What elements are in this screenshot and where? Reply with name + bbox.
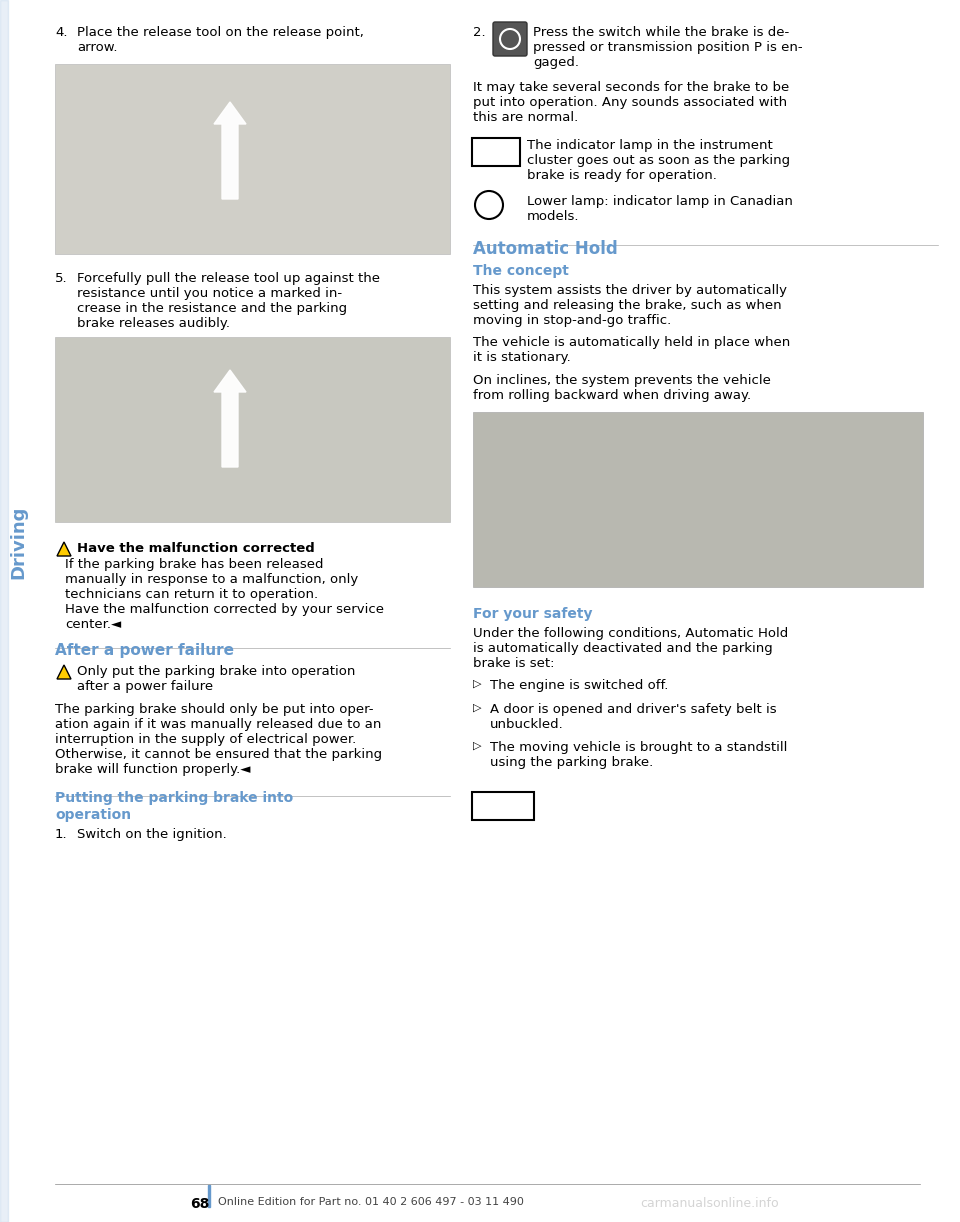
Bar xyxy=(208,1185,210,1207)
Text: It may take several seconds for the brake to be: It may take several seconds for the brak… xyxy=(473,81,789,94)
Text: Have the malfunction corrected: Have the malfunction corrected xyxy=(77,543,315,555)
FancyArrow shape xyxy=(214,101,246,199)
Text: interruption in the supply of electrical power.: interruption in the supply of electrical… xyxy=(55,733,356,745)
Text: setting and releasing the brake, such as when: setting and releasing the brake, such as… xyxy=(473,299,781,312)
Text: resistance until you notice a marked in-: resistance until you notice a marked in- xyxy=(77,287,342,299)
Text: it is stationary.: it is stationary. xyxy=(473,351,571,364)
FancyBboxPatch shape xyxy=(55,337,450,522)
Text: The parking brake should only be put into oper-: The parking brake should only be put int… xyxy=(55,703,373,716)
Text: cluster goes out as soon as the parking: cluster goes out as soon as the parking xyxy=(527,154,790,167)
Text: models.: models. xyxy=(527,210,580,222)
Text: brake will function properly.◄: brake will function properly.◄ xyxy=(55,763,251,776)
Text: using the parking brake.: using the parking brake. xyxy=(490,756,653,769)
Text: The engine is switched off.: The engine is switched off. xyxy=(490,679,668,692)
Text: brake releases audibly.: brake releases audibly. xyxy=(77,316,230,330)
Text: Putting the parking brake into: Putting the parking brake into xyxy=(55,791,293,805)
Text: technicians can return it to operation.: technicians can return it to operation. xyxy=(65,588,318,601)
Text: A door is opened and driver's safety belt is: A door is opened and driver's safety bel… xyxy=(490,703,777,716)
Polygon shape xyxy=(57,543,71,556)
Text: The indicator lamp in the instrument: The indicator lamp in the instrument xyxy=(527,139,773,152)
Text: 4.: 4. xyxy=(55,26,67,39)
Text: operation: operation xyxy=(55,808,132,822)
Text: Have the malfunction corrected by your service: Have the malfunction corrected by your s… xyxy=(65,602,384,616)
Text: center.◄: center.◄ xyxy=(65,618,121,631)
Text: Press the switch while the brake is de-: Press the switch while the brake is de- xyxy=(533,26,789,39)
FancyBboxPatch shape xyxy=(472,138,520,166)
Text: brake is ready for operation.: brake is ready for operation. xyxy=(527,169,717,182)
Text: 5.: 5. xyxy=(55,273,67,285)
Text: The moving vehicle is brought to a standstill: The moving vehicle is brought to a stand… xyxy=(490,741,787,754)
Text: After a power failure: After a power failure xyxy=(55,643,234,657)
Text: 2.: 2. xyxy=(473,26,486,39)
Text: !: ! xyxy=(62,668,66,678)
Text: moving in stop-and-go traffic.: moving in stop-and-go traffic. xyxy=(473,314,671,327)
Text: Place the release tool on the release point,: Place the release tool on the release po… xyxy=(77,26,364,39)
Text: ▷: ▷ xyxy=(473,703,482,712)
Text: The concept: The concept xyxy=(473,264,569,277)
Text: Driving: Driving xyxy=(9,506,27,579)
FancyBboxPatch shape xyxy=(493,22,527,56)
Text: 1.: 1. xyxy=(55,829,67,841)
FancyBboxPatch shape xyxy=(473,412,923,587)
FancyBboxPatch shape xyxy=(472,792,534,820)
Text: Automatic Hold: Automatic Hold xyxy=(473,240,617,258)
Text: this are normal.: this are normal. xyxy=(473,111,578,123)
Text: PARK: PARK xyxy=(480,147,513,156)
Text: manually in response to a malfunction, only: manually in response to a malfunction, o… xyxy=(65,573,358,587)
Text: Switch on the ignition.: Switch on the ignition. xyxy=(77,829,227,841)
Text: ation again if it was manually released due to an: ation again if it was manually released … xyxy=(55,719,381,731)
Text: Under the following conditions, Automatic Hold: Under the following conditions, Automati… xyxy=(473,627,788,640)
Text: after a power failure: after a power failure xyxy=(77,679,213,693)
Text: !: ! xyxy=(62,545,66,555)
Text: 68: 68 xyxy=(190,1198,209,1211)
Text: PARK: PARK xyxy=(485,799,521,813)
Text: is automatically deactivated and the parking: is automatically deactivated and the par… xyxy=(473,642,773,655)
Text: arrow.: arrow. xyxy=(77,42,117,54)
Text: from rolling backward when driving away.: from rolling backward when driving away. xyxy=(473,389,751,402)
Bar xyxy=(0,0,8,1222)
Text: Otherwise, it cannot be ensured that the parking: Otherwise, it cannot be ensured that the… xyxy=(55,748,382,761)
Text: ▷: ▷ xyxy=(473,679,482,689)
Text: crease in the resistance and the parking: crease in the resistance and the parking xyxy=(77,302,348,315)
Text: For your safety: For your safety xyxy=(473,607,592,621)
Text: Online Edition for Part no. 01 40 2 606 497 - 03 11 490: Online Edition for Part no. 01 40 2 606 … xyxy=(218,1198,524,1207)
Text: brake is set:: brake is set: xyxy=(473,657,555,670)
Text: Forcefully pull the release tool up against the: Forcefully pull the release tool up agai… xyxy=(77,273,380,285)
Text: unbuckled.: unbuckled. xyxy=(490,719,564,731)
Text: This system assists the driver by automatically: This system assists the driver by automa… xyxy=(473,284,787,297)
Text: Only put the parking brake into operation: Only put the parking brake into operatio… xyxy=(77,665,355,678)
FancyBboxPatch shape xyxy=(55,64,450,254)
Text: P: P xyxy=(507,34,514,44)
Circle shape xyxy=(475,191,503,219)
Text: The vehicle is automatically held in place when: The vehicle is automatically held in pla… xyxy=(473,336,790,349)
FancyArrow shape xyxy=(214,370,246,467)
Text: pressed or transmission position P is en-: pressed or transmission position P is en… xyxy=(533,42,803,54)
Text: carmanualsonline.info: carmanualsonline.info xyxy=(640,1198,779,1210)
Text: ▷: ▷ xyxy=(473,741,482,752)
Text: P: P xyxy=(485,200,493,210)
Text: Lower lamp: indicator lamp in Canadian: Lower lamp: indicator lamp in Canadian xyxy=(527,196,793,208)
Text: gaged.: gaged. xyxy=(533,56,579,68)
Polygon shape xyxy=(57,665,71,679)
Text: put into operation. Any sounds associated with: put into operation. Any sounds associate… xyxy=(473,97,787,109)
Text: On inclines, the system prevents the vehicle: On inclines, the system prevents the veh… xyxy=(473,374,771,387)
Text: If the parking brake has been released: If the parking brake has been released xyxy=(65,558,324,571)
